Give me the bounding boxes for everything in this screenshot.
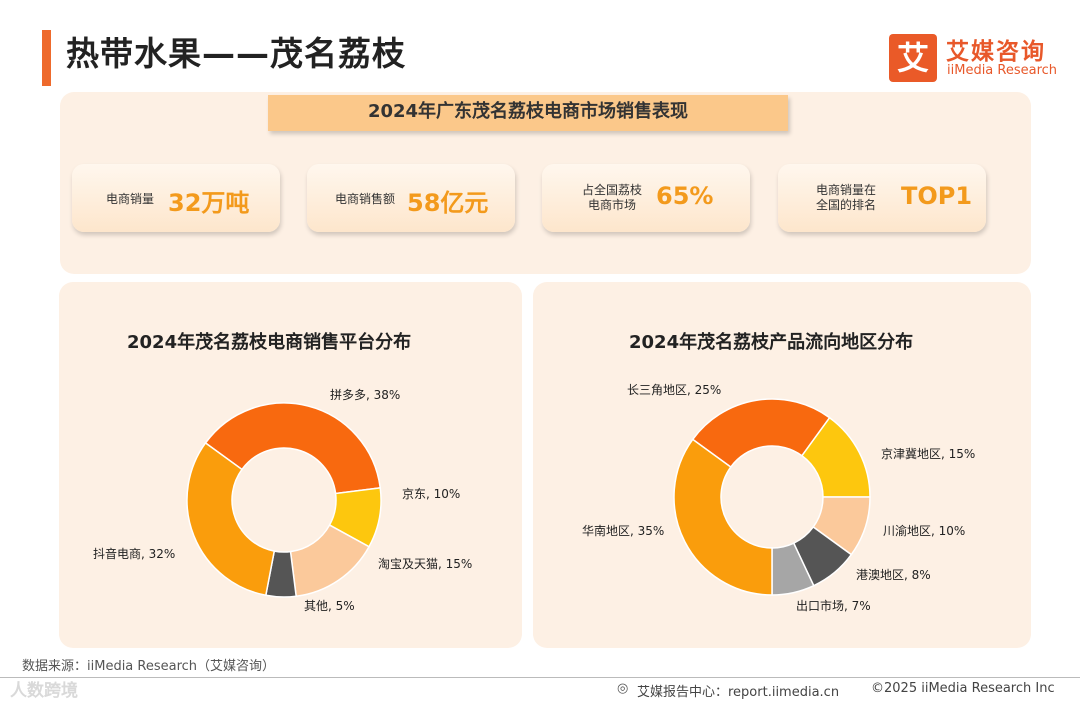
slice-label: 抖音电商, 32%: [93, 546, 175, 561]
kpi-value: TOP1: [901, 182, 973, 210]
slice-label: 淘宝及天猫, 15%: [378, 557, 472, 571]
iimedia-logo: 艾 艾媒咨询 iiMedia Research: [889, 34, 1061, 84]
slice-label: 其他, 5%: [304, 599, 355, 613]
kpi-label-line1: 电商销量在: [816, 183, 877, 197]
region-chart-title: 2024年茂名荔枝产品流向地区分布: [629, 332, 914, 353]
kpi-value: 65%: [656, 182, 714, 210]
logo-english-name: iiMedia Research: [947, 63, 1058, 78]
kpi-value: 32万吨: [168, 189, 250, 217]
kpi-label: 占全国荔枝 电商市场: [582, 183, 642, 213]
footer-divider: [0, 677, 1080, 678]
summary-banner: 2024年广东茂名荔枝电商市场销售表现: [268, 95, 788, 131]
copyright: ©2025 iiMedia Research Inc: [871, 681, 1055, 696]
slice-label: 港澳地区, 8%: [856, 568, 931, 582]
kpi-label: 电商销量: [106, 192, 155, 206]
kpi-label: 电商销售额: [335, 192, 396, 206]
slice-label: 长三角地区, 25%: [627, 383, 721, 397]
slice-label: 华南地区, 35%: [582, 523, 664, 538]
kpi-card-national-share: 占全国荔枝 电商市场 65%: [542, 164, 750, 232]
kpi-label-line2: 全国的排名: [816, 198, 877, 212]
slice-label: 出口市场, 7%: [796, 598, 871, 613]
slice-label: 京津冀地区, 15%: [881, 447, 975, 461]
platform-donut-chart: 拼多多, 38% 京东, 10% 淘宝及天猫, 15% 其他, 5% 抖音电商, 32%: [93, 388, 472, 613]
report-center-link[interactable]: 艾媒报告中心：report.iimedia.cn: [637, 685, 840, 700]
kpi-card-national-rank: 电商销量在 全国的排名 TOP1: [778, 164, 986, 232]
donut-slice: [691, 398, 831, 469]
kpi-label-line2: 电商市场: [588, 198, 637, 212]
watermark: 人数跨境: [10, 681, 78, 701]
logo-chinese-name: 艾媒咨询: [946, 39, 1046, 65]
donut-slice: [186, 441, 276, 597]
donut-slice: [204, 402, 382, 495]
kpi-card-sales-volume: 电商销量 32万吨: [72, 164, 280, 232]
kpi-card-sales-revenue: 电商销售额 58亿元: [307, 164, 515, 232]
data-source: 数据来源：iiMedia Research（艾媒咨询）: [22, 659, 276, 674]
page-title: 热带水果——茂名荔枝: [66, 34, 406, 73]
kpi-value: 58亿元: [407, 189, 489, 217]
kpi-label: 电商销量在 全国的排名: [816, 183, 876, 213]
region-donut-chart: 长三角地区, 25% 京津冀地区, 15% 川渝地区, 10% 港澳地区, 8% 出口市…: [582, 383, 975, 613]
platform-chart-title: 2024年茂名荔枝电商销售平台分布: [127, 332, 412, 353]
globe-icon: ◎: [617, 681, 629, 696]
slice-label: 川渝地区, 10%: [883, 523, 965, 538]
logo-mark: 艾: [889, 34, 937, 82]
slice-label: 京东, 10%: [402, 487, 460, 501]
slice-label: 拼多多, 38%: [330, 388, 400, 402]
donut-slice: [673, 438, 773, 596]
title-accent-bar: [42, 30, 51, 86]
kpi-label-line1: 占全国荔枝: [582, 183, 643, 197]
